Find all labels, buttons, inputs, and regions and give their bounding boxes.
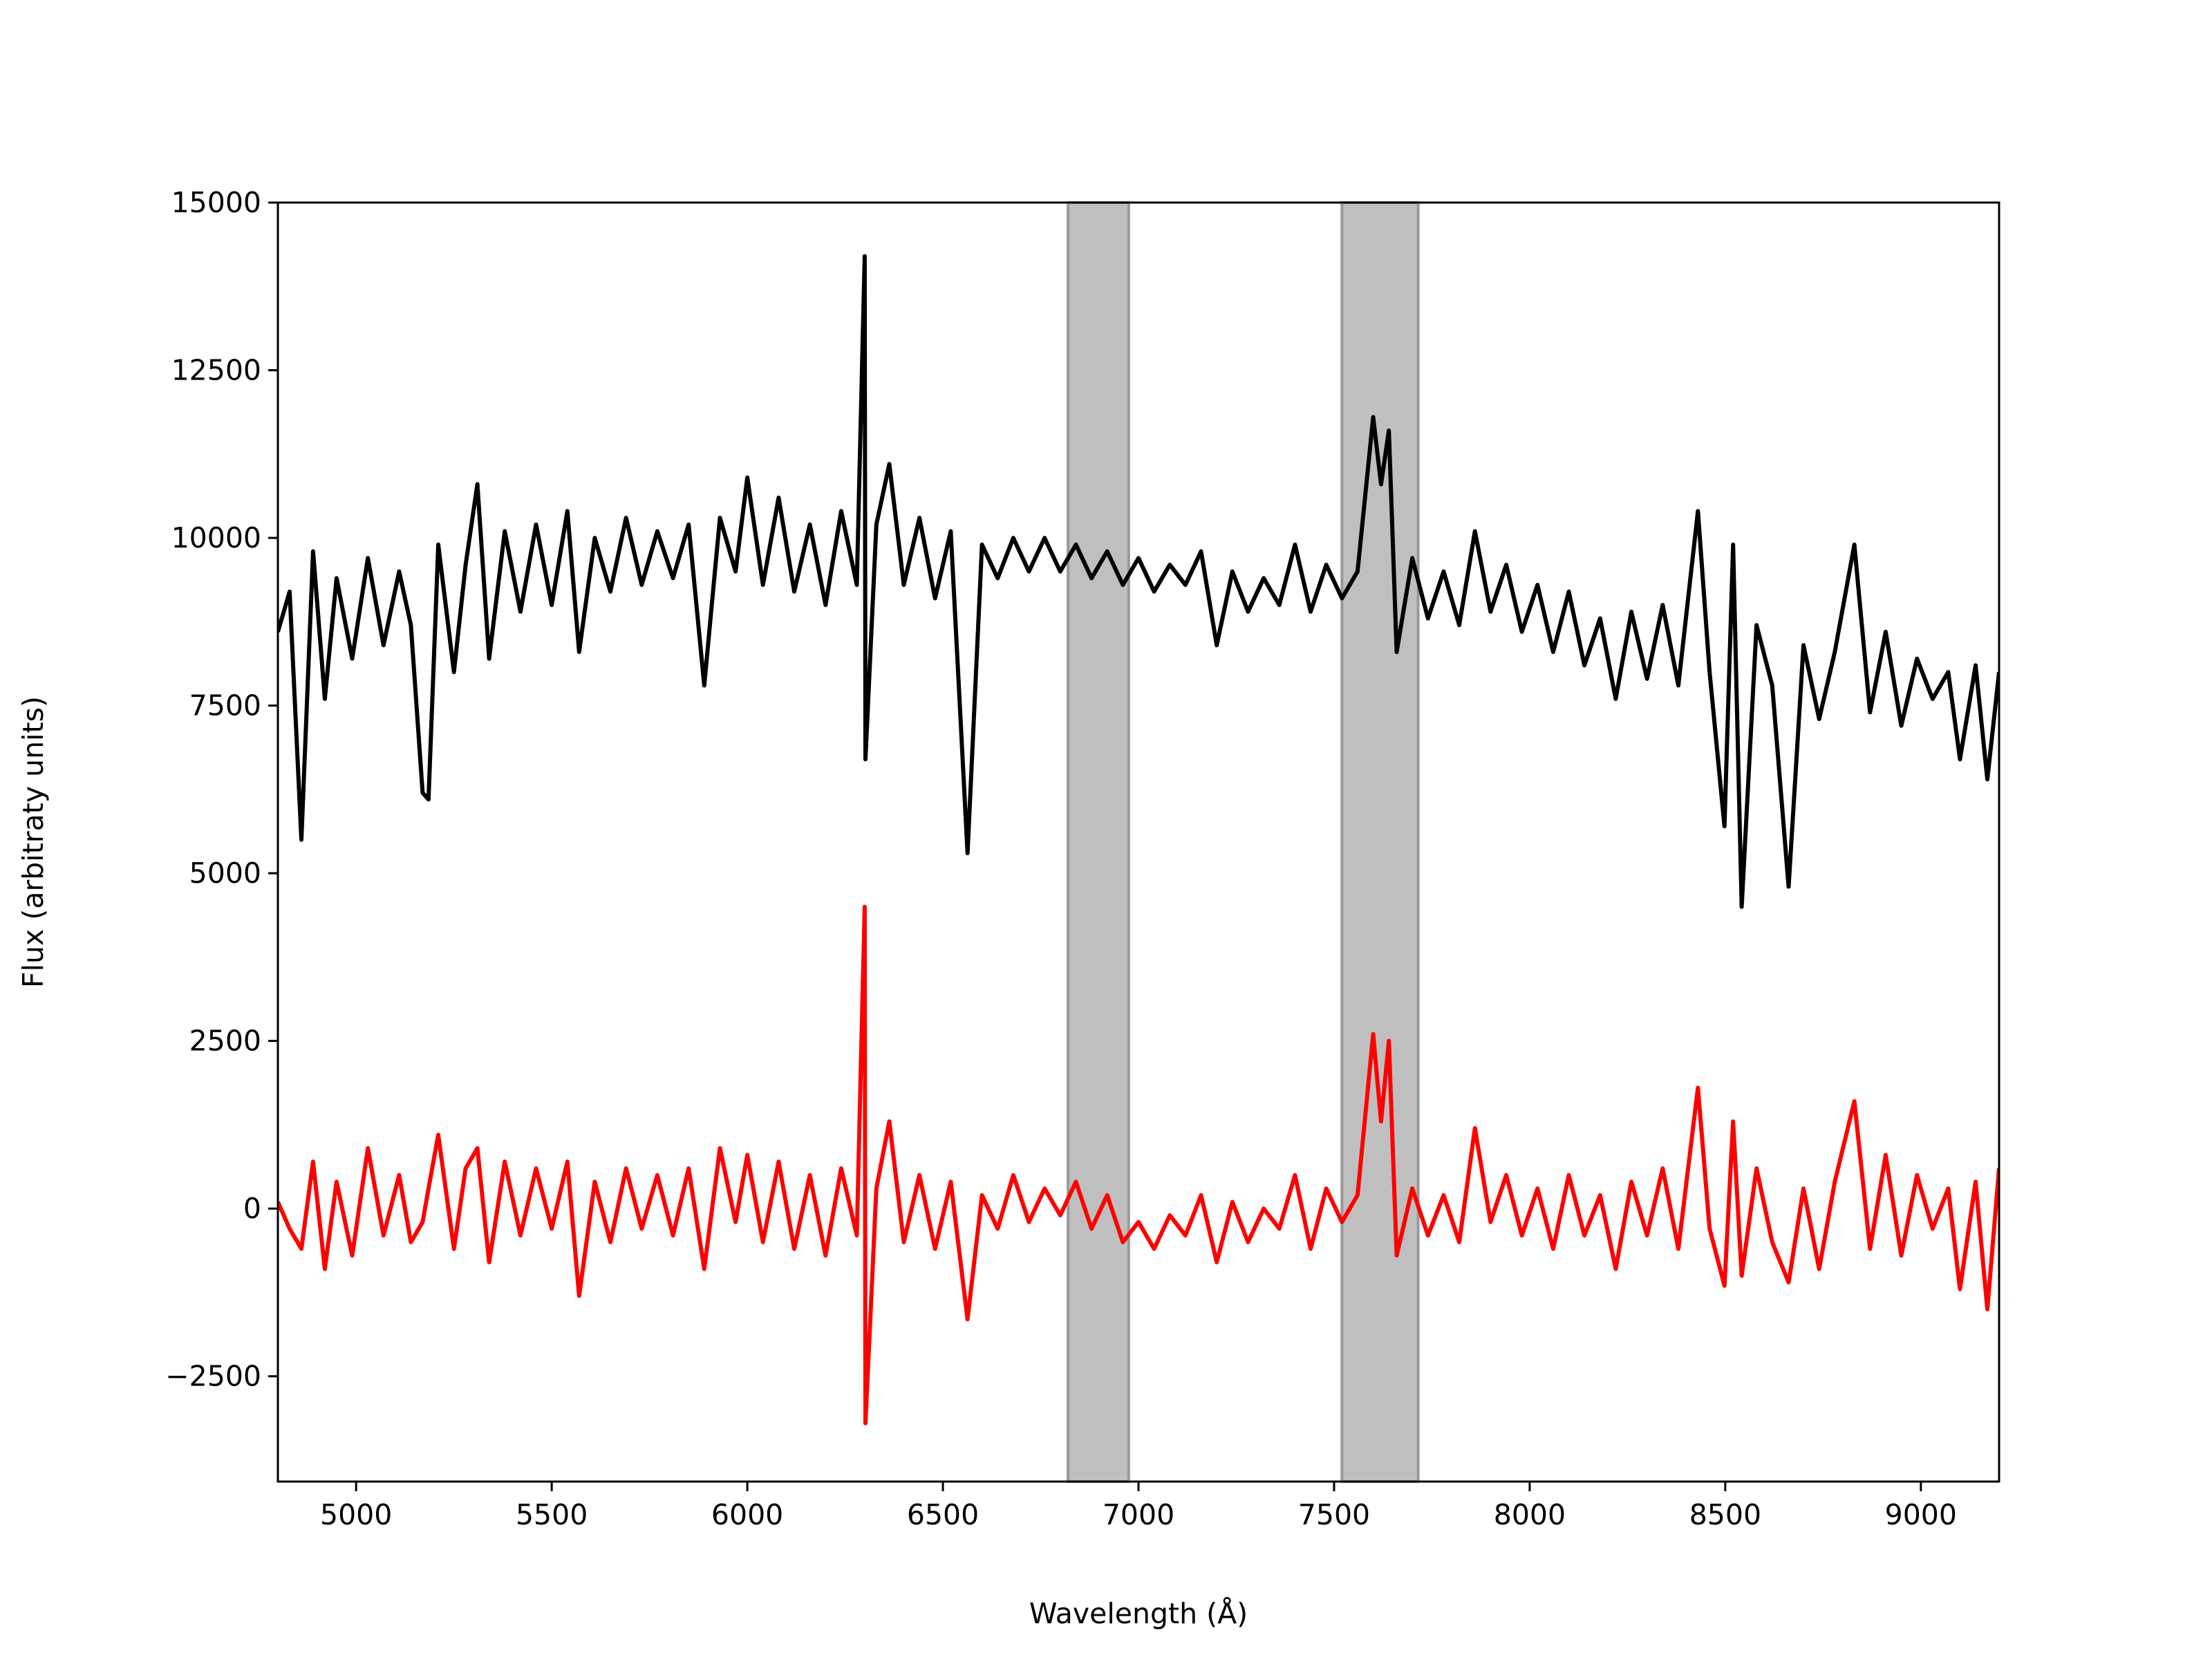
x-tick-label: 8000 xyxy=(1494,1498,1566,1531)
shaded-region xyxy=(1067,201,1130,1483)
y-tick-label: 2500 xyxy=(189,1025,261,1058)
x-axis-label: Wavelength (Å) xyxy=(1029,1597,1248,1630)
x-tick-label: 5000 xyxy=(320,1498,392,1531)
x-tick-label: 6500 xyxy=(907,1498,979,1531)
x-tick-label: 8500 xyxy=(1689,1498,1761,1531)
x-tick-label: 7000 xyxy=(1103,1498,1174,1531)
series-line xyxy=(278,254,1999,909)
x-tick-label: 5500 xyxy=(516,1498,588,1531)
y-tick-label: 12500 xyxy=(171,354,261,387)
y-tick-label: −2500 xyxy=(165,1360,261,1393)
shaded-region xyxy=(1340,201,1420,1483)
x-tick-label: 9000 xyxy=(1885,1498,1957,1531)
y-tick-label: 10000 xyxy=(171,521,261,554)
y-tick-label: 15000 xyxy=(171,186,261,219)
x-tick-label: 7500 xyxy=(1298,1498,1370,1531)
plot-frame xyxy=(276,201,2000,1483)
series-line xyxy=(278,904,1999,1426)
y-tick-label: 0 xyxy=(243,1192,261,1225)
y-tick-label: 5000 xyxy=(189,857,261,890)
y-axis-label: Flux (arbitraty units) xyxy=(17,696,50,988)
x-tick-label: 6000 xyxy=(711,1498,783,1531)
y-tick-label: 7500 xyxy=(189,689,261,722)
